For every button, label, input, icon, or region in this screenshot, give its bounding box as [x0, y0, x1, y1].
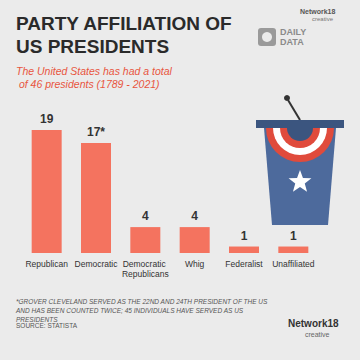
svg-text:Network18: Network18 — [300, 8, 336, 15]
svg-text:The United States has had a to: The United States has had a total — [16, 65, 173, 77]
svg-text:US PRESIDENTS: US PRESIDENTS — [16, 36, 169, 57]
svg-text:17*: 17* — [87, 125, 105, 139]
svg-text:4: 4 — [191, 209, 198, 223]
svg-text:AND HAS BEEN COUNTED TWICE; 45: AND HAS BEEN COUNTED TWICE; 45 INDIVIDUA… — [15, 307, 245, 314]
svg-text:19: 19 — [40, 112, 54, 126]
svg-text:Republican: Republican — [25, 259, 68, 269]
svg-text:Unaffiliated: Unaffiliated — [272, 259, 315, 269]
svg-text:PARTY AFFILIATION OF: PARTY AFFILIATION OF — [16, 13, 237, 34]
svg-text:Whig: Whig — [185, 259, 205, 269]
svg-text:DATA: DATA — [280, 37, 304, 47]
svg-text:Republicans: Republicans — [122, 269, 169, 279]
svg-text:SOURCE: STATISTA: SOURCE: STATISTA — [16, 322, 78, 329]
svg-text:4: 4 — [142, 209, 149, 223]
svg-text:Network18: Network18 — [288, 318, 339, 329]
svg-text:DAILY: DAILY — [280, 27, 309, 37]
svg-text:Federalist: Federalist — [225, 259, 263, 269]
svg-text:*GROVER CLEVELAND SERVED AS TH: *GROVER CLEVELAND SERVED AS THE 22ND AND… — [16, 298, 269, 305]
svg-text:1: 1 — [290, 229, 297, 243]
svg-text:1: 1 — [241, 229, 248, 243]
svg-text:creative: creative — [312, 16, 334, 22]
svg-text:PRESIDENTS: PRESIDENTS — [16, 316, 58, 323]
svg-text:Democratic: Democratic — [75, 259, 119, 269]
svg-text:creative: creative — [305, 331, 330, 338]
svg-text:Democratic: Democratic — [123, 259, 168, 269]
svg-text:of 46 presidents (1789 - 2021): of 46 presidents (1789 - 2021) — [16, 78, 160, 90]
